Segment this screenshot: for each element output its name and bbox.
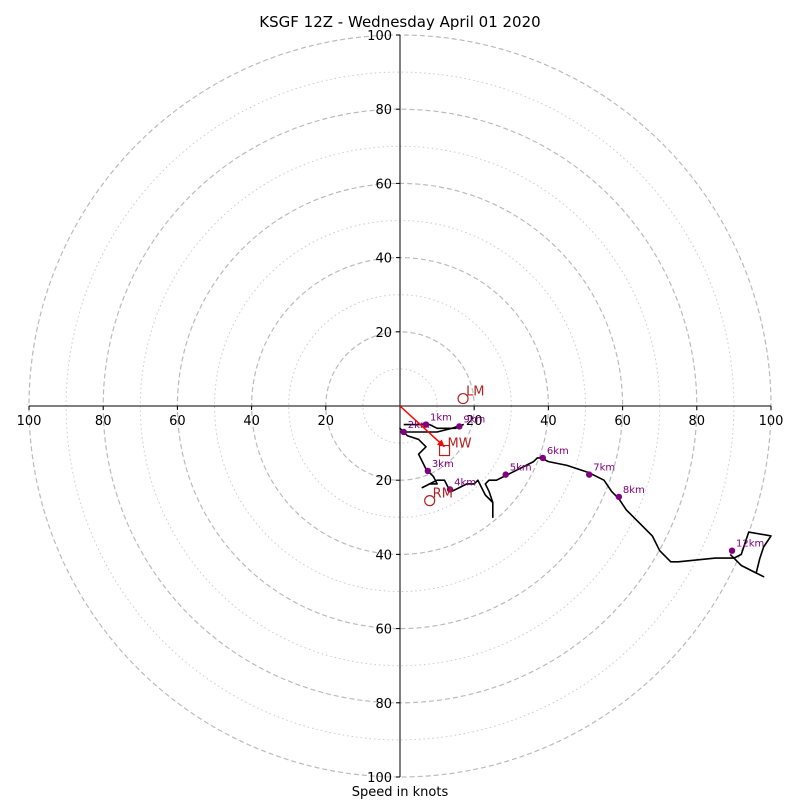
height-marker-6km (539, 454, 547, 462)
tick-label-right-20: 20 (466, 414, 483, 429)
tick-label-up-60: 60 (375, 177, 392, 192)
chart-title: KSGF 12Z - Wednesday April 01 2020 (259, 13, 540, 31)
motion-arrow-shaft (399, 405, 446, 448)
height-marker-5km (502, 471, 509, 478)
tick-label-right-60: 60 (614, 414, 631, 429)
tick-label-up-80: 80 (375, 103, 392, 118)
tick-label-left-80: 80 (95, 414, 112, 429)
storm-motion-lm-label: LM (466, 385, 484, 400)
height-marker-9km (456, 423, 463, 430)
tick-label-down-40: 40 (375, 548, 392, 563)
storm-motion-mw-label: MW (448, 437, 472, 452)
height-label-6km: 6km (547, 446, 569, 457)
height-label-7km: 7km (593, 463, 615, 474)
tick-label-down-60: 60 (375, 623, 392, 638)
height-label-8km: 8km (623, 485, 645, 496)
height-marker-7km (586, 471, 593, 478)
height-label-12km: 12km (736, 539, 764, 550)
tick-label-up-40: 40 (375, 252, 392, 267)
height-marker-1km (422, 421, 430, 428)
height-label-4km: 4km (454, 477, 476, 488)
tick-label-up-100: 100 (367, 29, 392, 44)
tick-label-left-20: 20 (318, 414, 335, 429)
height-marker-2km (400, 428, 407, 436)
tick-label-down-80: 80 (375, 697, 392, 712)
tick-label-down-20: 20 (375, 474, 392, 489)
height-marker-12km (728, 547, 736, 554)
height-label-2km: 2km (408, 420, 430, 431)
height-label-3km: 3km (432, 459, 454, 470)
axis-ticks: 20 20 20 20 40 40 40 40 60 60 60 60 80 80 80 80 100 100 10… (17, 29, 784, 786)
height-label-9km: 9km (463, 414, 485, 425)
height-marker-3km (424, 467, 432, 475)
tick-label-right-100: 100 (759, 414, 784, 429)
tick-label-down-100: 100 (367, 771, 392, 786)
x-axis-label: Speed in knots (352, 785, 449, 800)
storm-motion-rm-marker (424, 495, 436, 507)
height-label-5km: 5km (510, 463, 532, 474)
tick-label-left-60: 60 (169, 414, 186, 429)
height-marker-4km (446, 486, 454, 493)
tick-label-left-100: 100 (17, 414, 42, 429)
height-label-1km: 1km (430, 413, 452, 424)
storm-motion-mw-marker (438, 444, 451, 457)
storm-motion-lm-marker (457, 392, 469, 405)
storm-motion-rm-label: RM (433, 487, 453, 502)
tick-label-right-40: 40 (540, 414, 557, 429)
storm-motion: LM MW RM (399, 385, 485, 507)
tick-label-right-80: 80 (689, 414, 706, 429)
tick-label-up-20: 20 (375, 326, 392, 341)
height-marker-8km (615, 493, 623, 501)
tick-label-left-40: 40 (243, 414, 260, 429)
